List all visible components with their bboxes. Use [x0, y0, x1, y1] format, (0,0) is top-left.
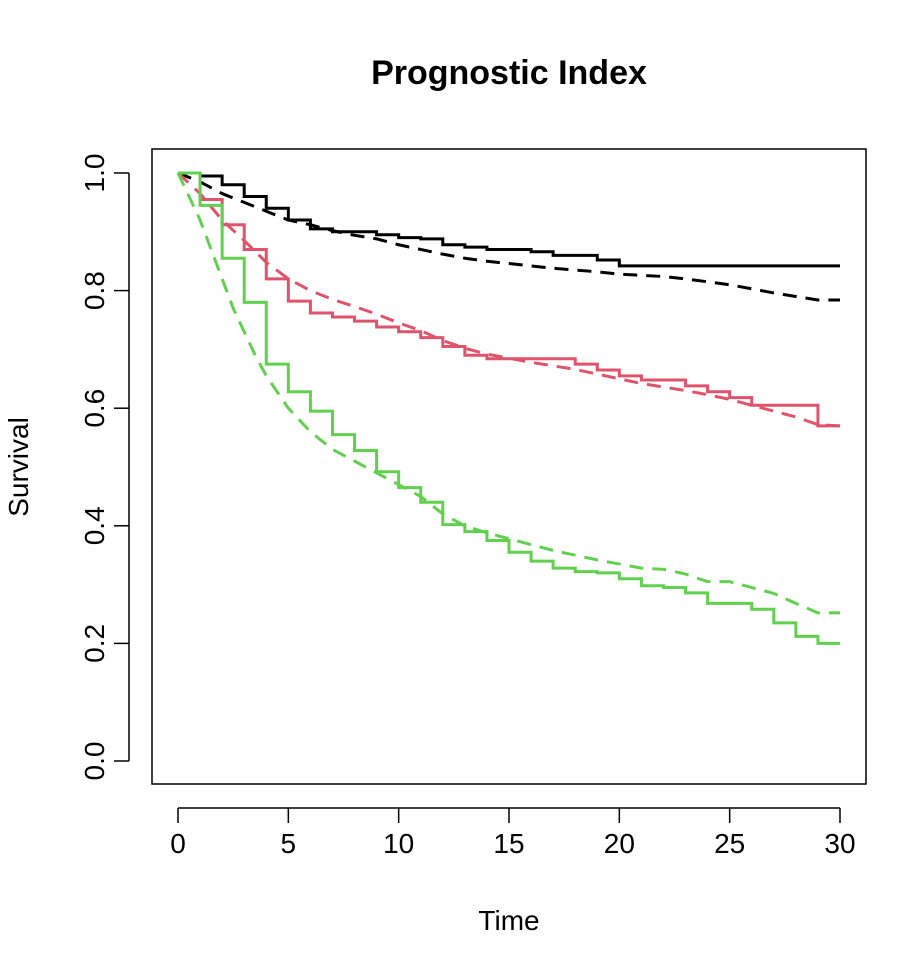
y-axis: 0.0 0.2 0.4 0.6 0.8 1.0	[79, 154, 130, 781]
x-axis: 0 5 10 15 20 25 30	[170, 807, 856, 859]
series-line-0-step	[178, 171, 840, 268]
x-tick-label: 5	[281, 828, 297, 859]
y-tick-label: 0.4	[79, 506, 110, 545]
y-tick-label: 0.6	[79, 389, 110, 428]
x-axis-label: Time	[478, 905, 539, 936]
y-axis-label: Survival	[3, 417, 34, 517]
series-line-4-step	[178, 171, 840, 645]
series-line-5-dashed	[176, 172, 840, 615]
y-tick-label: 0.2	[79, 624, 110, 663]
x-tick-label: 25	[714, 828, 745, 859]
series-line-2-step	[178, 171, 840, 428]
y-tick-label: 0.8	[79, 271, 110, 310]
x-tick-label: 30	[824, 828, 855, 859]
y-tick-label: 0.0	[79, 742, 110, 781]
y-tick-label: 1.0	[79, 154, 110, 193]
series-layer	[176, 171, 841, 645]
x-tick-label: 0	[170, 828, 186, 859]
chart-title: Prognostic Index	[371, 54, 647, 92]
x-tick-label: 20	[604, 828, 635, 859]
series-line-3-dashed	[176, 171, 841, 428]
x-tick-label: 10	[383, 828, 414, 859]
series-line-1-dashed	[177, 171, 840, 302]
plot-frame	[151, 148, 867, 785]
x-tick-label: 15	[493, 828, 524, 859]
